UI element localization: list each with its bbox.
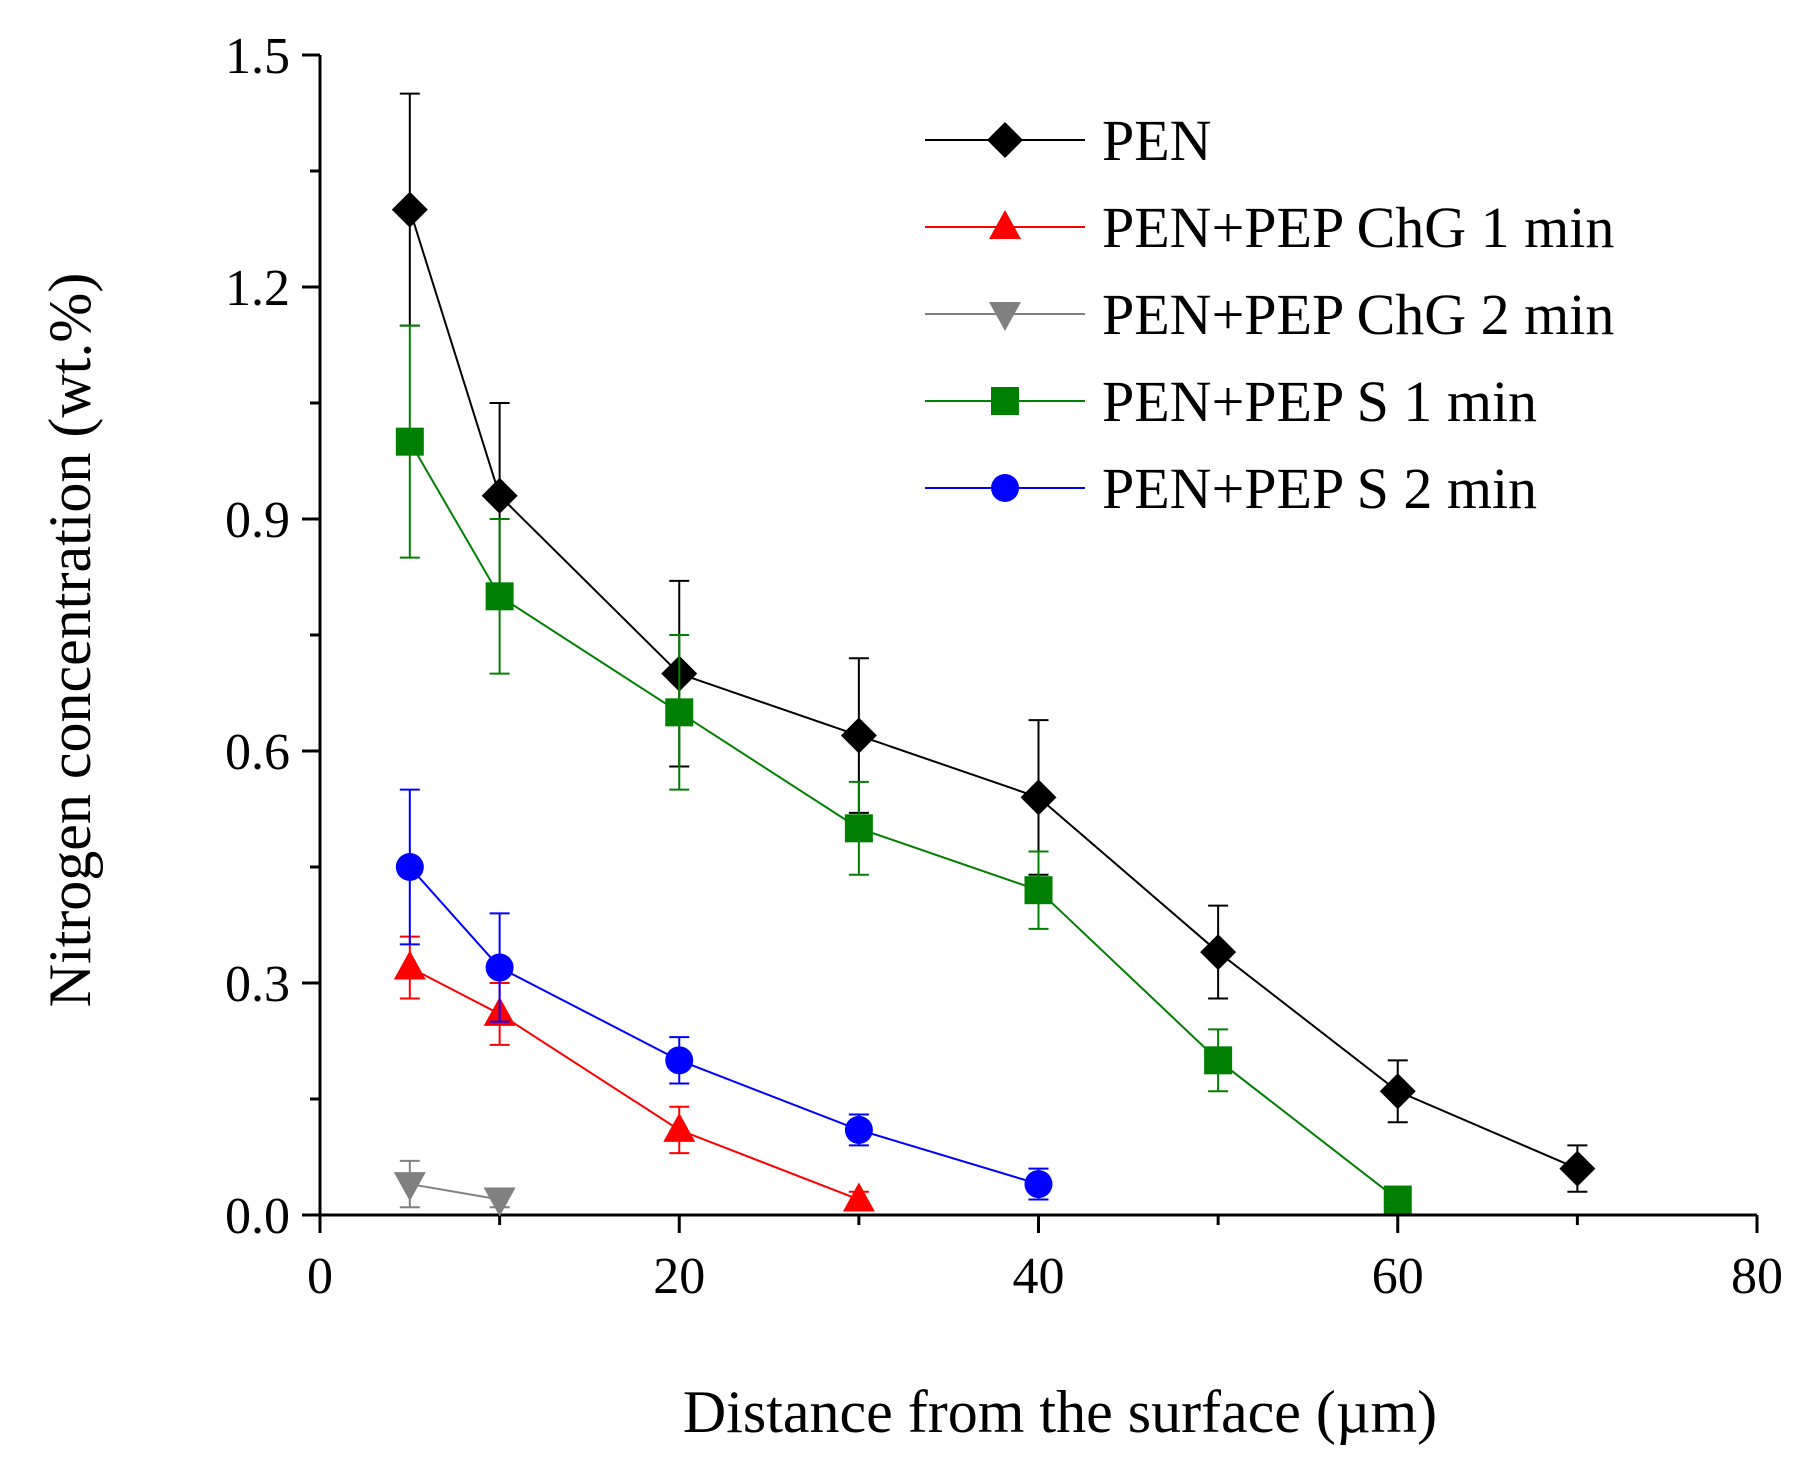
data-point xyxy=(1379,1073,1416,1110)
legend-entry: PEN+PEP ChG 1 min xyxy=(925,195,1614,260)
x-tick-label: 40 xyxy=(1013,1248,1065,1305)
legend-label: PEN+PEP S 1 min xyxy=(1102,369,1537,434)
data-point xyxy=(663,1112,696,1142)
data-point xyxy=(1200,934,1237,971)
series-line xyxy=(409,1183,500,1201)
x-tick-label: 60 xyxy=(1372,1248,1424,1305)
y-tick-label: 0.6 xyxy=(225,724,290,781)
legend: PEN PEN+PEP ChG 1 min PEN+PEP ChG 2 min PEN… xyxy=(925,108,1614,521)
y-tick-label: 0.3 xyxy=(225,956,290,1013)
axes: 0 20 40 60 80 0.0 0.3 0.6 0.9 1.2 1.5 xyxy=(225,28,1783,1305)
data-point xyxy=(391,191,428,228)
y-tick-label: 0.9 xyxy=(225,492,290,549)
y-axis-title: Nitrogen concentration (wt.%) xyxy=(37,273,103,1008)
legend-label: PEN+PEP S 2 min xyxy=(1102,456,1537,521)
legend-entry: PEN+PEP ChG 2 min xyxy=(925,282,1614,347)
legend-marker xyxy=(991,474,1019,502)
data-point xyxy=(393,950,426,980)
y-tick-label: 1.5 xyxy=(225,28,290,85)
data-point xyxy=(1020,779,1057,816)
legend-marker xyxy=(987,122,1023,158)
series-4 xyxy=(395,788,1053,1201)
data-point xyxy=(1024,876,1053,905)
legend-label: PEN xyxy=(1102,108,1212,173)
data-point xyxy=(1204,1046,1233,1075)
data-point xyxy=(665,698,694,727)
plot-area xyxy=(391,92,1596,1217)
legend-entry: PEN+PEP S 1 min xyxy=(925,369,1537,434)
legend-marker xyxy=(991,387,1019,415)
data-point xyxy=(1024,1170,1053,1199)
series-line xyxy=(408,209,1578,1170)
x-tick-label: 0 xyxy=(307,1248,333,1305)
data-point xyxy=(485,953,514,982)
x-axis-title: Distance from the surface (µm) xyxy=(683,1379,1437,1445)
data-point xyxy=(395,853,424,881)
series-2 xyxy=(393,1159,516,1217)
legend-entry: PEN xyxy=(925,108,1212,173)
series-1 xyxy=(393,935,875,1212)
series-line xyxy=(409,966,860,1201)
legend-label: PEN+PEP ChG 2 min xyxy=(1102,282,1614,347)
x-tick-label: 20 xyxy=(653,1248,705,1305)
data-point xyxy=(393,1172,426,1202)
x-tick-label: 80 xyxy=(1731,1248,1783,1305)
data-point xyxy=(842,1182,875,1212)
data-point xyxy=(665,1046,694,1075)
legend-marker xyxy=(989,302,1021,331)
data-point xyxy=(483,1187,516,1217)
data-point xyxy=(1383,1185,1412,1214)
data-point xyxy=(395,427,424,456)
legend-marker xyxy=(989,210,1021,239)
legend-label: PEN+PEP ChG 1 min xyxy=(1102,195,1614,260)
data-point xyxy=(840,717,877,754)
data-point xyxy=(481,477,518,514)
data-point xyxy=(1559,1150,1596,1187)
y-tick-label: 1.2 xyxy=(225,260,290,317)
data-point xyxy=(485,582,514,611)
y-tick-label: 0.0 xyxy=(225,1188,290,1245)
series-line xyxy=(408,441,1399,1201)
legend-entry: PEN+PEP S 2 min xyxy=(925,456,1537,521)
data-point xyxy=(844,1115,873,1144)
data-point xyxy=(844,814,873,843)
series-3 xyxy=(395,324,1412,1214)
